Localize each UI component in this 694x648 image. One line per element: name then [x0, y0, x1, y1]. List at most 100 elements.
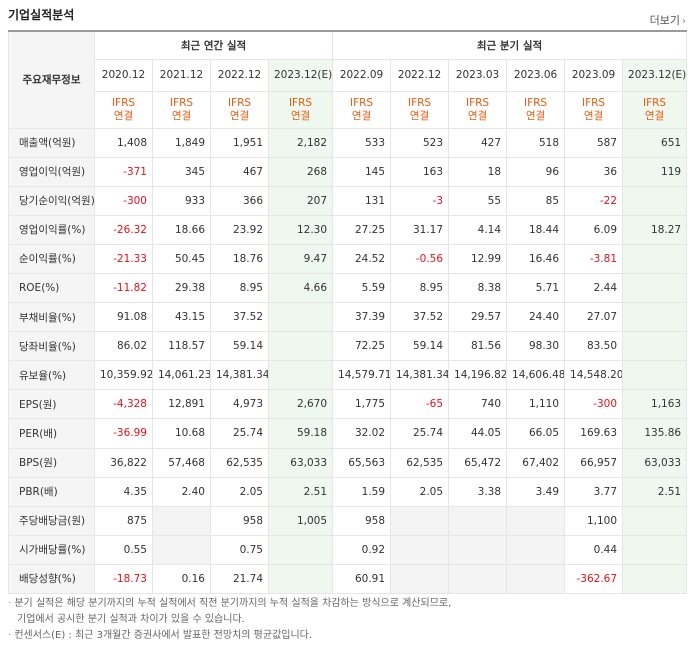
more-link[interactable]: 더보기 ›	[650, 12, 686, 28]
table-cell: 135.86	[622, 418, 688, 449]
ifrs-label: IFRS	[465, 96, 490, 109]
consolidated-label: 연결	[113, 109, 134, 122]
table-cell: 98.30	[506, 331, 566, 362]
table-cell: 50.45	[152, 243, 211, 274]
table-cell	[152, 505, 211, 536]
table-cell: 16.46	[506, 243, 566, 274]
period-header: 2022.09	[332, 58, 392, 92]
table-cell: 933	[152, 185, 211, 216]
table-cell: 5.71	[506, 272, 566, 304]
table-cell: 523	[390, 127, 450, 158]
period-header: 2023.09	[564, 58, 624, 92]
table-cell: 18	[448, 156, 508, 187]
ifrs-label: IFRS	[111, 96, 136, 109]
consolidated-label: 연결	[229, 109, 250, 122]
table-cell: 3.77	[564, 476, 624, 507]
row-label: PER(배)	[8, 418, 95, 449]
row-label: 당좌비율(%)	[8, 331, 95, 362]
table-cell: 29.57	[448, 302, 508, 333]
table-cell	[622, 534, 688, 565]
ifrs-label: IFRS	[581, 96, 606, 109]
period-header: 2023.12(E)	[267, 58, 334, 92]
table-cell: 427	[448, 127, 508, 158]
footnote-1: · 분기 실적은 해당 분기까지의 누적 실적에서 직전 분기까지의 누적 실적…	[8, 598, 452, 609]
financial-table-body: 매출액(억원) 1,408 1,849 1,951 2,182 533 523 427 518 5…	[8, 127, 688, 595]
period-header-row: 2020.12 2021.12 2022.12 2023.12(E) 2022.09 20…	[9, 58, 688, 92]
table-cell: 2.51	[622, 476, 688, 507]
ifrs-label: IFRS	[407, 96, 432, 109]
table-cell	[506, 505, 566, 536]
table-cell: 63,033	[267, 447, 334, 478]
table-cell: 0.16	[152, 563, 211, 595]
ifrs-header: IFRS 연결	[448, 90, 508, 129]
table-cell	[267, 563, 334, 595]
table-cell: 37.52	[390, 302, 450, 333]
table-cell: 36,822	[94, 447, 153, 478]
table-cell: 62,535	[210, 447, 269, 478]
table-cell	[152, 534, 211, 565]
table-cell: 14,381.34	[390, 360, 450, 391]
table-cell: 32.02	[332, 418, 392, 449]
row-label: 매출액(억원)	[8, 127, 95, 158]
table-cell: 14,579.71	[332, 360, 392, 391]
table-cell: 37.39	[332, 302, 392, 333]
table-cell	[390, 563, 450, 595]
table-cell: -22	[564, 185, 624, 216]
table-cell: -11.82	[94, 272, 153, 304]
financial-table-container: 주요재무정보 최근 연간 실적 최근 분기 실적 2020.12 2021.12 2…	[8, 30, 688, 595]
table-row: 순이익률(%) -21.33 50.45 18.76 9.47 24.52 -0.56 12.…	[8, 243, 688, 274]
table-cell: 0.55	[94, 534, 153, 565]
row-label: 시가배당률(%)	[8, 534, 95, 565]
row-label: 부채비율(%)	[8, 302, 95, 333]
table-cell: 14,196.82	[448, 360, 508, 391]
table-cell: 27.07	[564, 302, 624, 333]
footnote-1-continued: 기업에서 공시한 분기 실적과 차이가 있을 수 있습니다.	[17, 614, 245, 625]
table-row: 부채비율(%) 91.08 43.15 37.52 37.39 37.52 29.57 24.…	[8, 302, 688, 333]
table-cell: -21.33	[94, 243, 153, 274]
table-cell: 59.14	[210, 331, 269, 362]
table-cell: 24.52	[332, 243, 392, 274]
table-cell: 18.66	[152, 214, 211, 245]
row-label: 배당성향(%)	[8, 563, 95, 595]
table-cell: -18.73	[94, 563, 153, 595]
table-row: 유보율(%) 10,359.92 14,061.23 14,381.34 14,579.…	[8, 360, 688, 391]
ifrs-label: IFRS	[523, 96, 548, 109]
table-cell: 0.44	[564, 534, 624, 565]
row-label: 영업이익(억원)	[8, 156, 95, 187]
table-cell: 63,033	[622, 447, 688, 478]
table-cell: 59.18	[267, 418, 334, 449]
ifrs-header: IFRS 연결	[152, 90, 211, 129]
table-cell	[622, 272, 688, 304]
period-header: 2023.06	[506, 58, 566, 92]
ifrs-header: IFRS 연결	[94, 90, 153, 129]
table-cell: 21.74	[210, 563, 269, 595]
table-row: 영업이익(억원) -371 345 467 268 145 163 18 96 36 119	[8, 156, 688, 187]
consolidated-label: 연결	[351, 109, 372, 122]
table-cell	[448, 505, 508, 536]
table-cell: 1,951	[210, 127, 269, 158]
table-cell	[267, 331, 334, 362]
row-label: ROE(%)	[8, 272, 95, 304]
period-header: 2023.03	[448, 58, 508, 92]
row-label: BPS(원)	[8, 447, 95, 478]
table-cell: 12.99	[448, 243, 508, 274]
table-cell: 14,548.20	[564, 360, 624, 391]
table-cell: 81.56	[448, 331, 508, 362]
table-cell	[506, 563, 566, 595]
table-cell: 18.27	[622, 214, 688, 245]
consolidated-label: 연결	[644, 109, 665, 122]
table-cell	[506, 534, 566, 565]
table-cell: 1,775	[332, 389, 392, 420]
table-cell: -4,328	[94, 389, 153, 420]
table-cell	[622, 360, 688, 391]
table-cell: 4.66	[267, 272, 334, 304]
table-cell: 1,849	[152, 127, 211, 158]
consolidated-label: 연결	[525, 109, 546, 122]
table-cell: 875	[94, 505, 153, 536]
table-cell: 4.35	[94, 476, 153, 507]
consolidated-label: 연결	[171, 109, 192, 122]
table-row: BPS(원) 36,822 57,468 62,535 63,033 65,563 62,5…	[8, 447, 688, 478]
table-cell: 2.05	[390, 476, 450, 507]
table-cell: 3.49	[506, 476, 566, 507]
section-title: 기업실적분석	[8, 8, 75, 22]
